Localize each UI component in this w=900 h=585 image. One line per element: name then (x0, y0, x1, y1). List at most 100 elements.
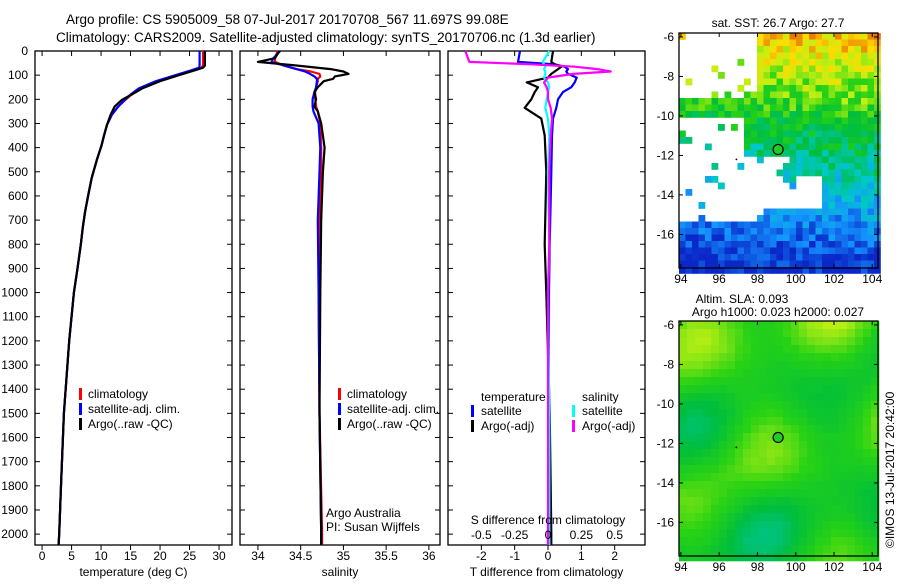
map-cell (751, 417, 760, 426)
map-cell (695, 489, 704, 498)
map-cell (679, 111, 686, 118)
map-cell (841, 234, 849, 242)
map-cell (847, 521, 856, 530)
map-cell (807, 345, 816, 354)
map-cell (828, 163, 836, 170)
map-cell (751, 465, 760, 474)
map-cell (703, 545, 712, 554)
map-cell (783, 473, 792, 482)
map-cell (867, 189, 875, 196)
map-cell (770, 130, 777, 138)
map-cell (783, 228, 790, 235)
map-cell (831, 417, 840, 426)
map-cell (854, 72, 862, 79)
legend-label: Argo(-adj) (481, 419, 534, 433)
map-cell (815, 353, 824, 362)
x-tick-label: -1 (509, 549, 520, 563)
map-cell (731, 247, 738, 255)
map-cell (727, 457, 736, 466)
map-cell (679, 329, 688, 338)
map-cell (835, 39, 842, 47)
map-cell (783, 98, 790, 105)
map-cell (867, 104, 875, 112)
map-cell (854, 254, 862, 261)
map-cell (685, 189, 693, 196)
map-cell (685, 111, 693, 118)
map-cell (767, 321, 776, 330)
map-cell (737, 241, 745, 248)
map-y-tick-label: -16 (657, 227, 675, 241)
map-cell (854, 130, 862, 138)
map-cell (823, 393, 832, 402)
island-dot (735, 158, 738, 161)
map-cell (809, 130, 816, 138)
map-cell (807, 369, 816, 378)
map-cell (727, 433, 736, 442)
map-cell (679, 369, 688, 378)
map-cell (757, 98, 764, 105)
map-cell (802, 247, 810, 255)
map-cell (854, 98, 862, 105)
x-tick-label: 0 (545, 549, 552, 563)
map-cell (711, 481, 720, 490)
legend-swatch (572, 420, 575, 432)
map-cell (841, 189, 849, 196)
map-cell (789, 254, 797, 261)
map-cell (750, 104, 758, 112)
map-cell (783, 385, 792, 394)
map-cell (861, 195, 868, 203)
map-cell (863, 545, 872, 554)
map-cell (735, 529, 744, 538)
map-cell (695, 321, 704, 330)
map-cell (828, 98, 836, 105)
map-cell (807, 425, 816, 434)
map-cell (751, 545, 760, 554)
map-cell (711, 385, 720, 394)
map-cell (783, 78, 790, 86)
series-line-argo-raw-qc- (57, 51, 206, 546)
map-cell (854, 52, 862, 60)
map-cell (695, 545, 704, 554)
map-cell (751, 513, 760, 522)
map-cell (789, 169, 797, 177)
y-tick-label: 400 (8, 141, 28, 155)
map-cell (735, 385, 744, 394)
map-cell (767, 377, 776, 386)
map-cell (703, 409, 712, 418)
map-cell (848, 215, 855, 222)
map-cell (807, 449, 816, 458)
map-cell (871, 417, 880, 426)
map-cell (679, 267, 686, 274)
map-cell (776, 254, 784, 261)
map-cell (799, 521, 808, 530)
map-cell (828, 91, 836, 99)
map-cell (809, 143, 816, 151)
map-cell (776, 260, 784, 268)
legend-label: climatology (88, 387, 148, 401)
map-cell (685, 78, 693, 86)
map-cell (796, 72, 803, 79)
map-cell (815, 124, 823, 131)
map-cell (744, 98, 751, 105)
map-cell (809, 65, 816, 73)
map-cell (719, 433, 728, 442)
map-cell (750, 98, 758, 105)
map-cell (789, 182, 797, 190)
map-cell (848, 221, 855, 229)
map-cell (809, 117, 816, 125)
map-cell (759, 417, 768, 426)
map-cell (698, 267, 706, 274)
map-cell (719, 553, 728, 562)
map-cell (783, 143, 790, 151)
map-cell (751, 529, 760, 538)
map-cell (839, 425, 848, 434)
map-cell (831, 337, 840, 346)
map-cell (718, 72, 725, 79)
imos-stamp: ©IMOS 13-Jul-2017 20:42:00 (883, 391, 897, 548)
map-cell (828, 59, 836, 66)
map-cell (796, 91, 803, 99)
map-cell (744, 104, 751, 112)
map-cell (815, 52, 823, 60)
map-cell (855, 529, 864, 538)
map-cell (770, 267, 777, 274)
